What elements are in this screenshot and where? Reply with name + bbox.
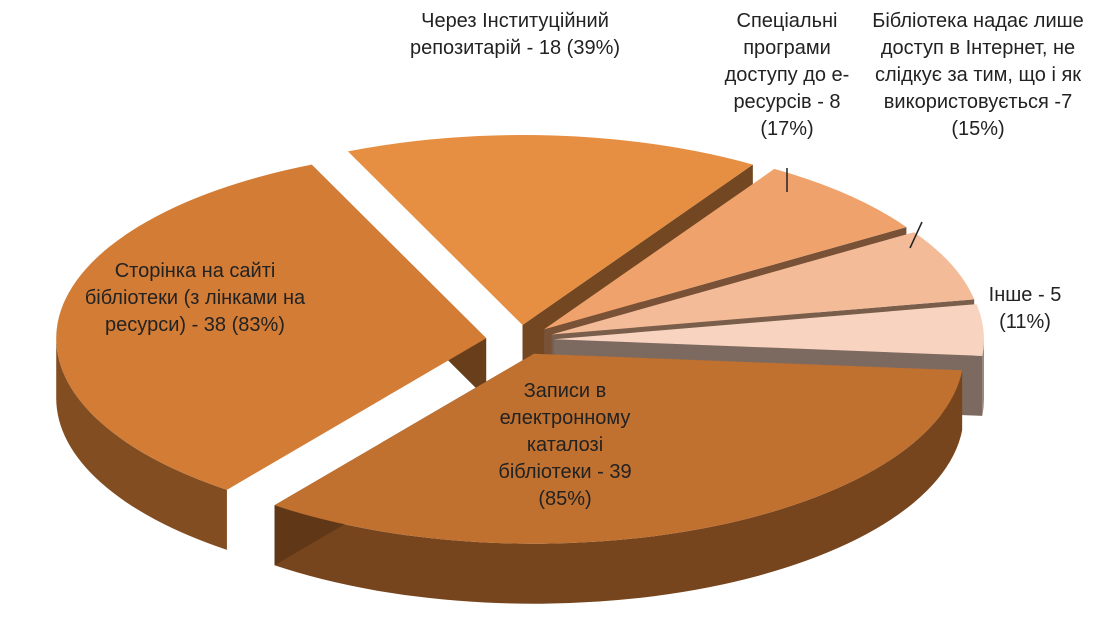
slice-top: [553, 304, 984, 356]
pie-slice: [56, 164, 487, 550]
slice-side: [274, 370, 963, 604]
pie-slice: [274, 353, 963, 604]
slice-top: [347, 135, 753, 326]
slice-top: [56, 164, 487, 490]
slice-label: Записи в електронному каталозі бібліотек…: [498, 380, 632, 510]
slice-top: [274, 353, 963, 544]
leader-line: [909, 221, 923, 249]
slice-side: [56, 338, 227, 550]
slice-top: [551, 232, 975, 335]
slice-label: Через Інституційний репозитарій - 18 (39…: [409, 10, 621, 59]
slice-label: Бібліотека надає лише доступ в Інтернет,…: [872, 10, 1084, 140]
slice-label: Сторінка на сайті бібліотеки (з лінками …: [84, 260, 306, 336]
slice-label: Спеціальні програми доступу до е-ресурсі…: [724, 10, 850, 140]
slice-top: [544, 168, 907, 330]
slice-label: Інше - 5 (11%): [988, 284, 1062, 333]
slice-side: [982, 339, 984, 416]
